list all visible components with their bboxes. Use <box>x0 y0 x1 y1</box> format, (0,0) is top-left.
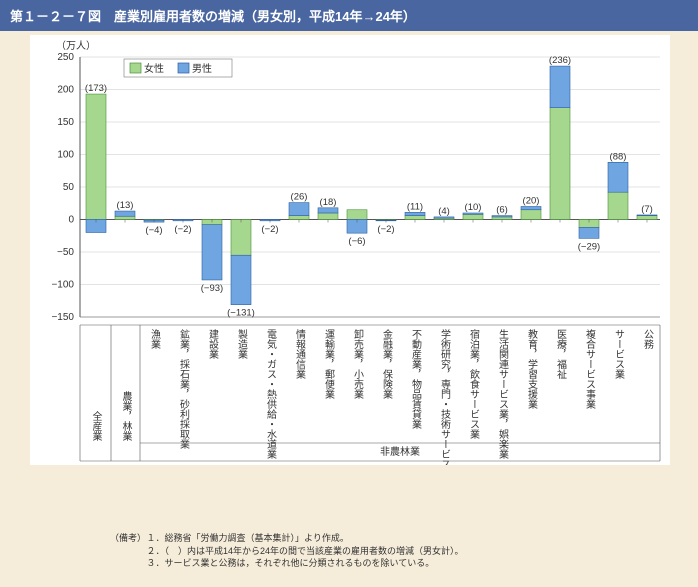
bar-annotation: (26) <box>291 192 308 203</box>
bar-male <box>637 215 657 216</box>
y-tick: −50 <box>57 247 74 258</box>
x-label: 医療，福祉 <box>555 329 567 379</box>
bar-annotation: (173) <box>85 83 107 94</box>
bar-annotation: (6) <box>496 205 508 216</box>
footnotes: （備考） １．総務省「労働力調査（基本集計）」より作成。２．（ ）内は平成14年… <box>110 532 464 570</box>
x-label: 運輸業，郵便業 <box>323 329 335 400</box>
bar-female <box>347 210 367 220</box>
group-nonagri: 非農林業 <box>380 445 420 458</box>
bar-male <box>289 203 309 216</box>
y-tick: 200 <box>57 85 74 96</box>
x-label: 電気・ガス・熱供給・水道業 <box>265 329 277 460</box>
bar-annotation: (11) <box>407 201 423 212</box>
bar-annotation: (−4) <box>145 225 162 236</box>
bar-female <box>86 94 106 219</box>
bar-annotation: (−2) <box>174 224 191 235</box>
y-tick: 0 <box>68 215 74 226</box>
bar-male <box>115 211 135 216</box>
bar-female <box>463 214 483 219</box>
bar-annotation: (−29) <box>578 241 600 252</box>
footnote-body: １．総務省「労働力調査（基本集計）」より作成。２．（ ）内は平成14年から24年… <box>147 532 464 570</box>
bar-female <box>550 108 570 220</box>
bar-annotation: (10) <box>465 202 482 213</box>
bar-annotation: (236) <box>549 55 571 66</box>
bar-female <box>115 216 135 219</box>
figure-panel: 第１－２－７図 産業別雇用者数の増減（男女別，平成14年→24年） −150−1… <box>0 0 698 587</box>
bar-annotation: (−2) <box>261 224 278 235</box>
figure-title: 第１－２－７図 産業別雇用者数の増減（男女別，平成14年→24年） <box>0 0 698 31</box>
bar-male <box>405 212 425 215</box>
bar-annotation: (88) <box>610 151 627 162</box>
bar-female <box>492 217 512 220</box>
bar-annotation: (18) <box>320 197 337 208</box>
x-label: 鉱業，採石業，砂利採取業 <box>178 328 190 450</box>
x-label: 宿泊業，飲食サービス業 <box>468 328 480 440</box>
legend-male: 男性 <box>192 62 212 75</box>
y-tick: 50 <box>63 182 75 193</box>
bar-male <box>231 255 251 304</box>
x-label: 情報通信業 <box>294 328 306 380</box>
bar-annotation: (7) <box>641 204 653 215</box>
bar-annotation: (4) <box>438 206 450 217</box>
x-label: 教育，学習支援業 <box>526 328 538 410</box>
bar-annotation: (−93) <box>201 283 223 294</box>
bar-female <box>318 213 338 220</box>
legend-female: 女性 <box>144 62 164 75</box>
bar-female <box>608 192 628 219</box>
bar-female <box>637 216 657 220</box>
bar-male <box>202 225 222 280</box>
group-all: 全産業 <box>90 410 102 442</box>
y-tick: 100 <box>57 150 74 161</box>
bar-female <box>405 216 425 220</box>
y-axis-label: （万人） <box>56 40 96 52</box>
y-tick: −100 <box>51 280 74 291</box>
bar-female <box>231 220 251 256</box>
x-label: 金融業，保険業 <box>381 328 393 400</box>
x-label: 公務 <box>642 329 654 350</box>
bar-female <box>289 216 309 220</box>
bar-annotation: (−6) <box>348 236 365 247</box>
bar-annotation: (20) <box>523 196 540 207</box>
y-tick: 150 <box>57 117 74 128</box>
y-tick: −150 <box>51 312 74 323</box>
x-label: 学術研究，専門・技術サービス業 <box>439 328 451 465</box>
x-label: 不動産業，物品賃貸業 <box>410 329 422 430</box>
bar-male <box>492 216 512 217</box>
chart-panel: −150 −100 −50 0 50 100 150 200 250（万人） 女性 男性 (173) (… <box>30 35 670 465</box>
bar-male <box>550 66 570 108</box>
x-label: 生活関連サービス業，娯楽業 <box>497 328 509 460</box>
footnote-label: （備考） <box>110 532 144 545</box>
bar-male <box>579 227 599 238</box>
bar-male <box>463 213 483 214</box>
bar-annotation: (13) <box>117 200 134 211</box>
x-label: 建設業 <box>207 328 219 360</box>
bar-male <box>318 208 338 213</box>
bar-male <box>608 162 628 192</box>
x-label: 漁業 <box>149 328 161 350</box>
x-label: サービス業 <box>613 329 625 380</box>
bar-annotation: (−2) <box>377 224 394 235</box>
bar-chart: −150 −100 −50 0 50 100 150 200 250（万人） 女性 男性 (173) (… <box>30 35 670 465</box>
bar-annotation: (−131) <box>227 308 255 319</box>
bar-male <box>521 207 541 210</box>
y-tick: 250 <box>57 52 74 63</box>
group-agri: 農業，林業 <box>120 390 132 442</box>
x-label: 製造業 <box>236 328 248 360</box>
x-label: 卸売業，小売業 <box>352 328 364 400</box>
bar-female <box>521 210 541 220</box>
bar-male <box>434 217 454 218</box>
x-label: 複合サービス事業 <box>584 328 596 410</box>
